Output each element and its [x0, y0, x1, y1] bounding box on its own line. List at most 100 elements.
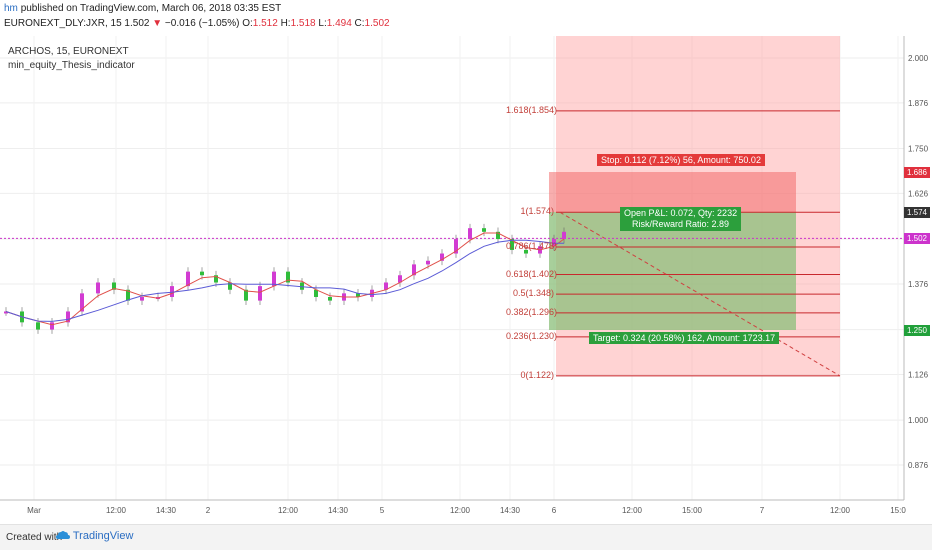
price-change: −0.016 (−1.05%): [164, 18, 240, 29]
stop-label: Stop: 0.112 (7.12%) 56, Amount: 750.02: [597, 154, 765, 166]
fib-level-label: 0.5(1.348): [512, 288, 554, 299]
fib-level-label: 0.236(1.230): [506, 330, 558, 341]
down-arrow-icon: ▼: [152, 18, 163, 29]
target-zone: [549, 212, 796, 330]
symbol-line: EURONEXT_DLY:JXR, 15 1.502 ▼ −0.016 (−1.…: [4, 18, 390, 29]
time-axis-label: 14:30: [328, 506, 349, 515]
footer: Created with TradingView: [0, 524, 932, 550]
candle-body: [96, 282, 100, 294]
fib-trend-line: [559, 211, 841, 377]
target-label: Target: 0.324 (20.58%) 162, Amount: 1723…: [589, 332, 780, 344]
symbol-name: EURONEXT_DLY:JXR, 15: [4, 18, 122, 29]
candle-body: [140, 296, 144, 301]
stop-zone: [549, 172, 796, 212]
price-chart[interactable]: 2.0001.8761.7501.6261.5001.3761.2501.126…: [0, 0, 932, 525]
time-axis-label: 12:00: [450, 506, 471, 515]
candle-body: [50, 322, 54, 330]
candle-body: [496, 231, 500, 240]
fib-level-label: 0.618(1.402): [506, 268, 558, 279]
open-pl-label: Open P&L: 0.072, Qty: 2232 Risk/Reward R…: [620, 207, 742, 231]
time-axis-label: 12:00: [278, 506, 299, 515]
price-axis-label: 1.126: [908, 370, 929, 379]
open-value: 1.512: [252, 18, 278, 29]
price-tag: 1.574: [904, 207, 930, 219]
high-value: 1.518: [290, 18, 316, 29]
candle-body: [468, 228, 472, 240]
candle-body: [356, 293, 360, 297]
candle-body: [272, 271, 276, 287]
candle-body: [300, 282, 304, 290]
author-link[interactable]: hm: [4, 3, 18, 14]
time-axis-label: 12:00: [106, 506, 127, 515]
time-axis-label: 15:00: [682, 506, 703, 515]
tradingview-logo[interactable]: TradingView: [56, 530, 133, 542]
candle-body: [80, 293, 84, 312]
candle-body: [454, 239, 458, 254]
price-axis-label: 0.876: [908, 461, 929, 470]
last-price: 1.502: [124, 18, 150, 29]
time-axis-label: 5: [380, 506, 385, 515]
price-axis-label: 2.000: [908, 54, 929, 63]
candle-body: [510, 239, 514, 250]
tradingview-brand: TradingView: [72, 530, 134, 542]
fib-level-label: 1.618(1.854): [506, 104, 558, 115]
candle-body: [214, 275, 218, 283]
price-axis-label: 1.750: [908, 145, 929, 154]
candle-body: [524, 249, 528, 254]
close-value: 1.502: [364, 18, 390, 29]
low-label: L:: [318, 18, 327, 29]
candle-body: [244, 289, 248, 301]
time-axis-label: 14:30: [500, 506, 521, 515]
fib-level-label: 0.786(1.478): [506, 241, 558, 252]
time-axis-label: 2: [206, 506, 211, 515]
time-axis-label: 15:0: [890, 506, 906, 515]
price-tag: 1.250: [904, 324, 930, 336]
candle-body: [398, 275, 402, 283]
open-pl-text: Open P&L: 0.072, Qty: 2232: [624, 208, 738, 218]
candle-body: [328, 296, 332, 301]
candle-body: [552, 239, 556, 247]
time-axis-label: 12:00: [830, 506, 851, 515]
high-label: H:: [280, 18, 291, 29]
candle-body: [186, 271, 190, 287]
indicator-title: min_equity_Thesis_indicator: [8, 60, 135, 71]
candle-body: [228, 282, 232, 290]
price-axis-label: 1.000: [908, 416, 929, 425]
fib-level-label: 0.382(1.296): [506, 306, 558, 317]
created-with-text: Created with: [6, 532, 63, 543]
candle-body: [562, 231, 566, 240]
candle-body: [412, 264, 416, 276]
candle-body: [170, 286, 174, 297]
time-axis-label: 7: [760, 506, 765, 515]
low-value: 1.494: [326, 18, 352, 29]
candle-body: [126, 289, 130, 301]
candle-body: [440, 253, 444, 261]
candle-body: [314, 289, 318, 297]
tradingview-cloud-icon: [56, 531, 70, 539]
candle-body: [426, 260, 430, 265]
price-axis-label: 1.876: [908, 99, 929, 108]
candle-body: [200, 271, 204, 276]
candle-body: [36, 322, 40, 330]
close-label: C:: [354, 18, 365, 29]
price-tag: 1.502: [904, 233, 930, 245]
fib-level-label: 1(1.574): [520, 206, 554, 217]
publish-text: published on TradingView.com, March 06, …: [20, 3, 282, 14]
series-title: ARCHOS, 15, EURONEXT: [8, 46, 129, 57]
candle-body: [258, 286, 262, 301]
candle-body: [66, 311, 70, 323]
time-axis-label: Mar: [27, 506, 41, 515]
candle-body: [384, 282, 388, 290]
fib-level-label: 0(1.122): [520, 369, 554, 380]
open-label: O:: [242, 18, 253, 29]
candle-body: [286, 271, 290, 283]
price-axis-label: 1.376: [908, 280, 929, 289]
candle-body: [4, 311, 8, 314]
time-axis-label: 14:30: [156, 506, 177, 515]
time-axis-label: 6: [552, 506, 557, 515]
price-axis-label: 1.626: [908, 189, 929, 198]
time-axis-label: 12:00: [622, 506, 643, 515]
candle-body: [112, 282, 116, 290]
price-tag: 1.686: [904, 166, 930, 178]
risk-reward-text: Risk/Reward Ratio: 2.89: [632, 219, 730, 229]
